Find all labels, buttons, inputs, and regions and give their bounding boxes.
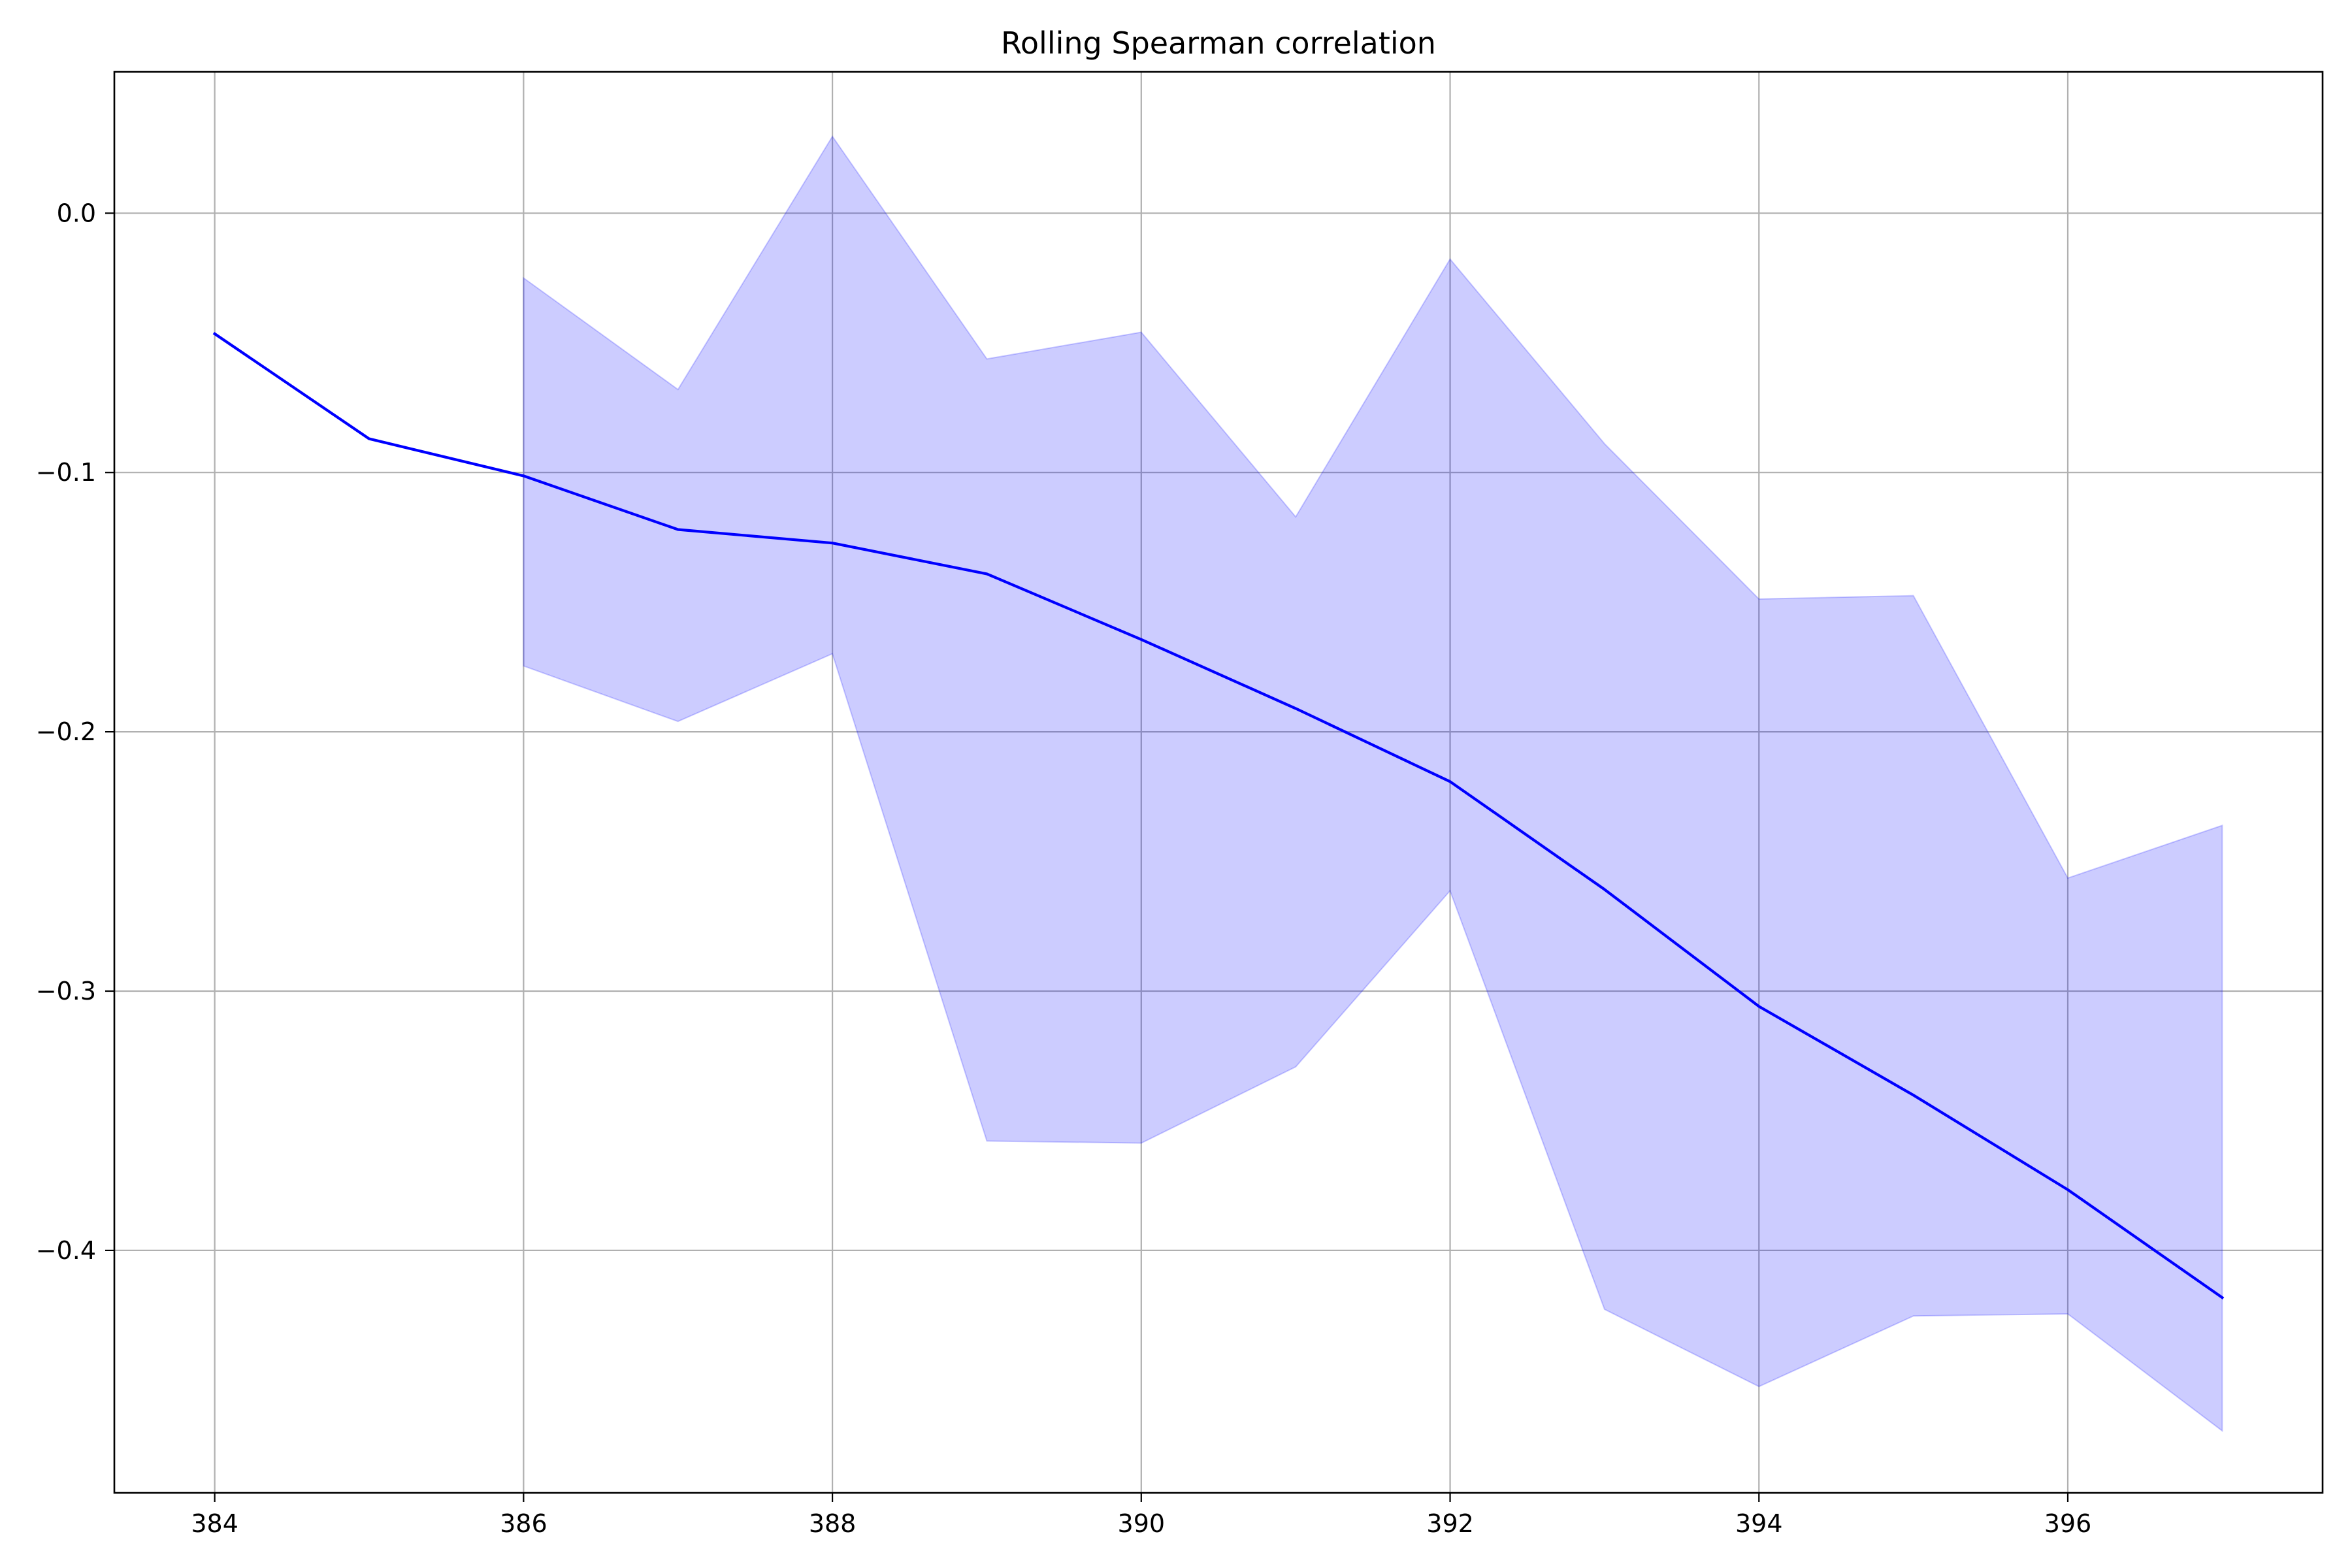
x-axis: 384 386 388 390 392 394 396 (191, 1493, 2091, 1538)
confidence-band-area (523, 135, 2223, 1433)
y-tick-label: −0.2 (36, 717, 96, 746)
y-tick-label: −0.3 (36, 977, 96, 1005)
x-tick-label: 394 (1735, 1509, 1783, 1538)
series-line (212, 331, 2225, 1300)
y-tick-label: −0.4 (36, 1236, 96, 1265)
y-tick-label: 0.0 (57, 199, 96, 227)
x-tick-label: 390 (1118, 1509, 1166, 1538)
series-line-path (212, 331, 2225, 1300)
confidence-band (523, 135, 2223, 1433)
chart-title: Rolling Spearman correlation (1001, 25, 1436, 61)
y-tick-label: −0.1 (36, 458, 96, 487)
x-tick-label: 392 (1426, 1509, 1474, 1538)
x-tick-label: 384 (191, 1509, 238, 1538)
y-axis: 0.0 −0.1 −0.2 −0.3 −0.4 (36, 199, 114, 1265)
x-tick-label: 396 (2044, 1509, 2092, 1538)
x-tick-label: 388 (809, 1509, 857, 1538)
plot-frame (113, 71, 2324, 1494)
x-tick-label: 386 (500, 1509, 547, 1538)
